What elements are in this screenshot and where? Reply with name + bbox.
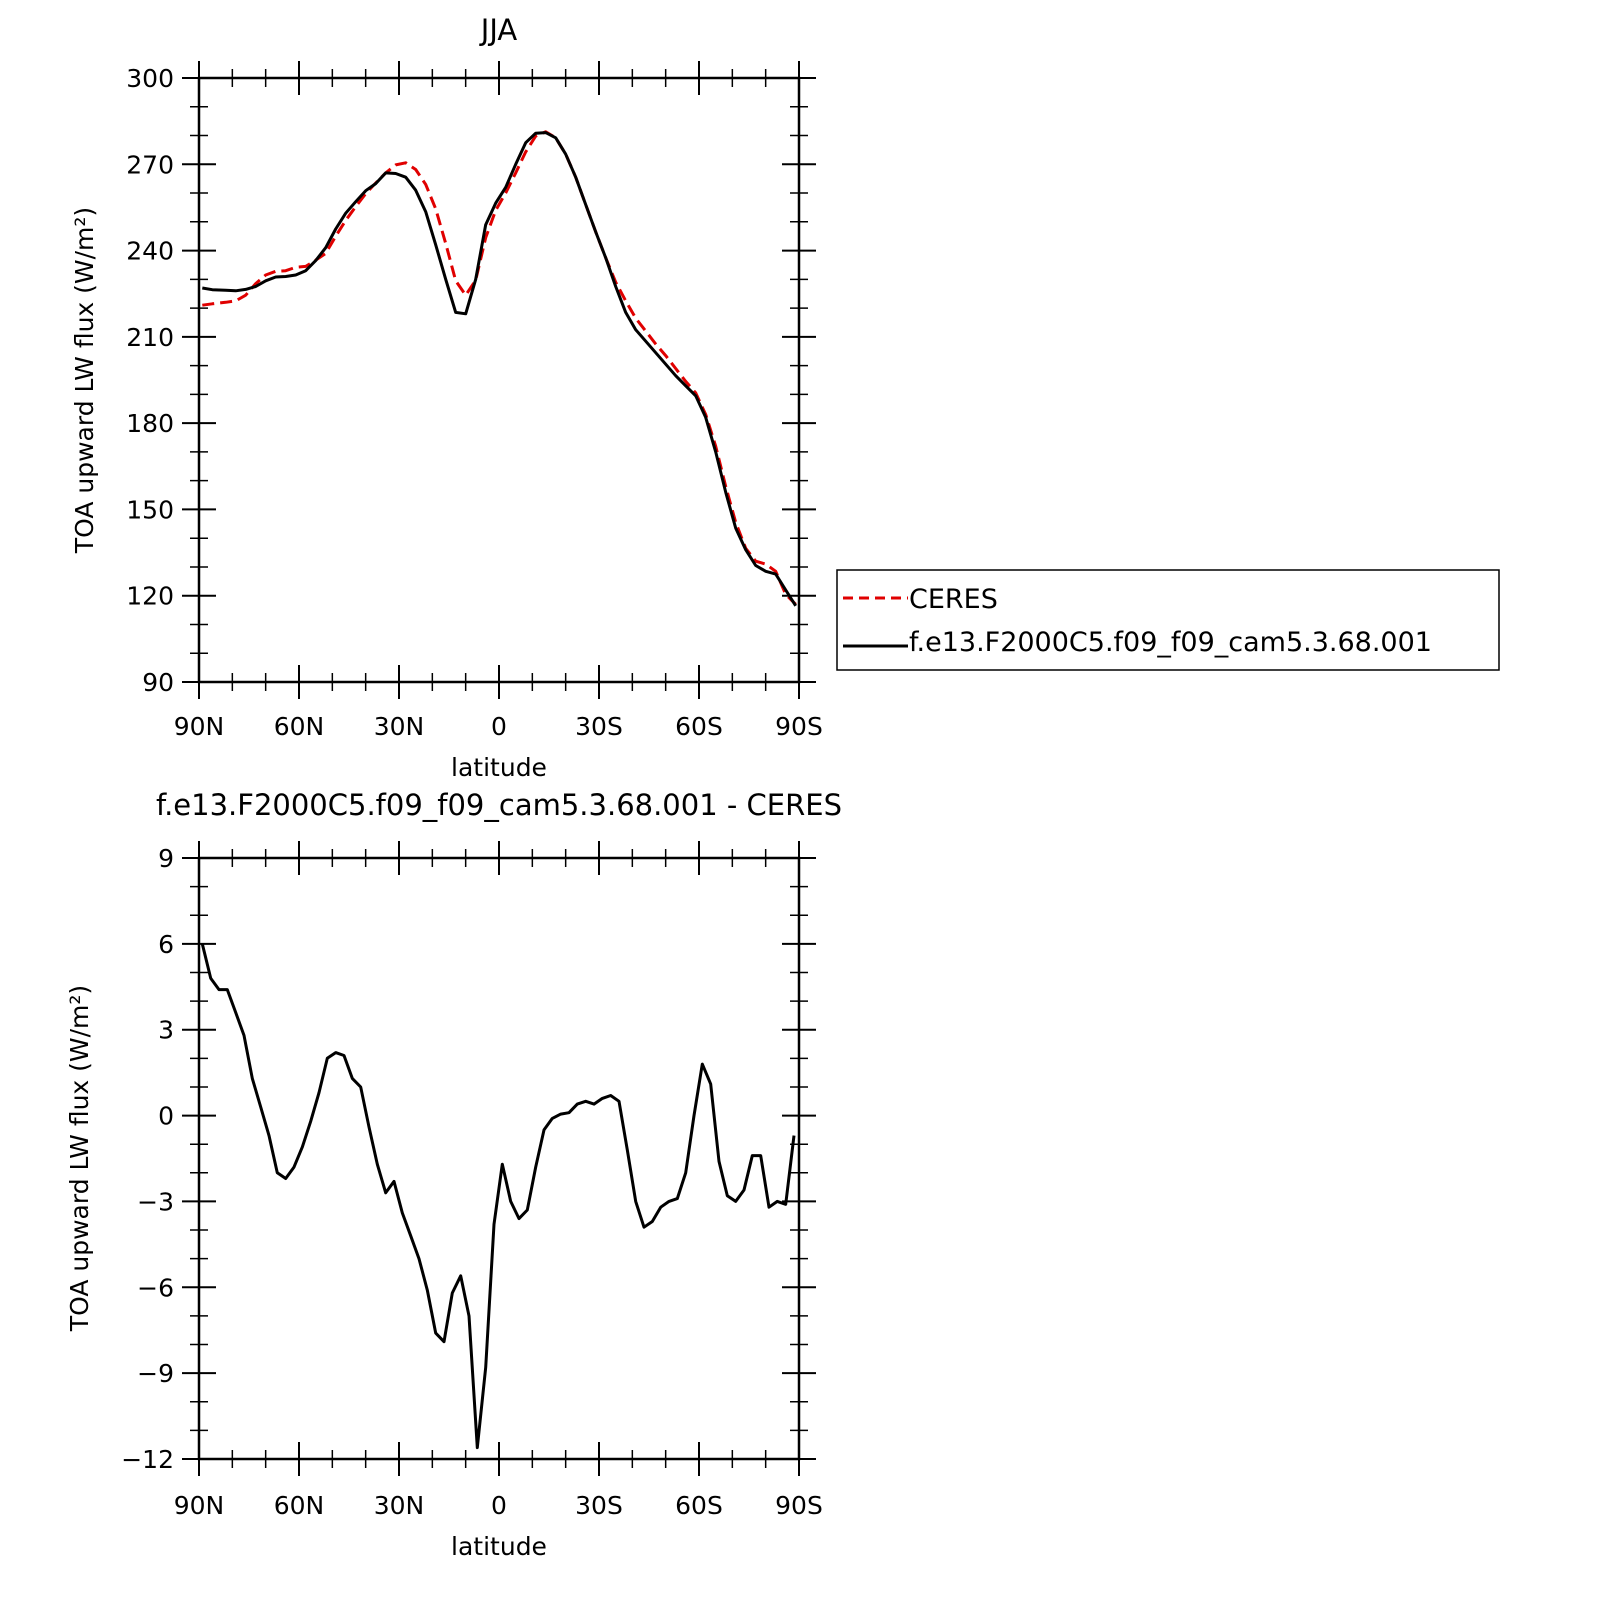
- top-xtick-label: 60N: [274, 712, 325, 741]
- bottom-series-lines: [200, 943, 796, 1450]
- bottom-x-axis-ticks: 90N 60N 30N 0 30S 60S 90S: [174, 841, 823, 1520]
- bottom-ytick-label: −12: [121, 1445, 174, 1474]
- top-xtick-label: 30N: [374, 712, 425, 741]
- top-ytick-label: 120: [126, 582, 174, 611]
- top-ytick-label: 270: [126, 150, 174, 179]
- top-ytick-label: 240: [126, 237, 174, 266]
- bottom-ytick-label: 6: [158, 930, 174, 959]
- bottom-xtick-label: 30N: [374, 1491, 425, 1520]
- bottom-chart-title: f.e13.F2000C5.f09_f09_cam5.3.68.001 - CE…: [156, 788, 842, 822]
- bottom-x-axis-label: latitude: [451, 1532, 547, 1561]
- bottom-ytick-label: 9: [158, 844, 174, 873]
- bottom-ytick-label: −9: [137, 1359, 174, 1388]
- bottom-ytick-label: −6: [137, 1273, 174, 1302]
- bottom-panel: f.e13.F2000C5.f09_f09_cam5.3.68.001 - CE…: [65, 788, 842, 1561]
- top-series-lines: [202, 130, 797, 607]
- top-ytick-label: 210: [126, 323, 174, 352]
- bottom-ytick-label: 3: [158, 1016, 174, 1045]
- bottom-xtick-label: 30S: [575, 1491, 623, 1520]
- top-xtick-label: 60S: [675, 712, 723, 741]
- top-series-line-0: [202, 130, 797, 606]
- top-panel: JJA 90 120 150 180 210 240 270 300 90N 60N 30N 0 30…: [70, 13, 1500, 782]
- legend-box: [836, 569, 1500, 671]
- bottom-xtick-label: 90S: [775, 1491, 823, 1520]
- top-xtick-label: 30S: [575, 712, 623, 741]
- top-x-axis-ticks: 90N 60N 30N 0 30S 60S 90S: [174, 61, 823, 741]
- bottom-plot-frame: [197, 856, 801, 1461]
- top-xtick-label: 90S: [775, 712, 823, 741]
- bottom-xtick-label: 90N: [174, 1491, 225, 1520]
- top-chart-title: JJA: [479, 13, 518, 47]
- bottom-ytick-label: 0: [158, 1102, 174, 1131]
- bottom-xtick-label: 60N: [274, 1491, 325, 1520]
- bottom-series-line-0: [200, 943, 796, 1450]
- bottom-xtick-label: 0: [491, 1491, 507, 1520]
- bottom-xtick-label: 60S: [675, 1491, 723, 1520]
- top-xtick-label: 0: [491, 712, 507, 741]
- top-xtick-label: 90N: [174, 712, 225, 741]
- top-x-axis-label: latitude: [451, 753, 547, 782]
- top-y-axis-label: TOA upward LW flux (W/m²): [70, 207, 99, 554]
- top-series-line-1: [202, 131, 797, 607]
- legend: CERES f.e13.F2000C5.f09_f09_cam5.3.68.00…: [836, 569, 1500, 671]
- legend-label-model: f.e13.F2000C5.f09_f09_cam5.3.68.001: [909, 627, 1432, 658]
- top-ytick-label: 300: [126, 64, 174, 93]
- top-ytick-label: 90: [142, 668, 174, 697]
- top-ytick-label: 150: [126, 495, 174, 524]
- bottom-y-axis-ticks: −12 −9 −6 −3 0 3 6 9: [121, 844, 816, 1474]
- legend-label-ceres: CERES: [909, 584, 998, 615]
- top-plot-frame: [197, 76, 801, 684]
- bottom-y-axis-label: TOA upward LW flux (W/m²): [65, 985, 94, 1332]
- top-y-axis-ticks: 90 120 150 180 210 240 270 300: [126, 64, 816, 697]
- bottom-ytick-label: −3: [137, 1187, 174, 1216]
- top-ytick-label: 180: [126, 409, 174, 438]
